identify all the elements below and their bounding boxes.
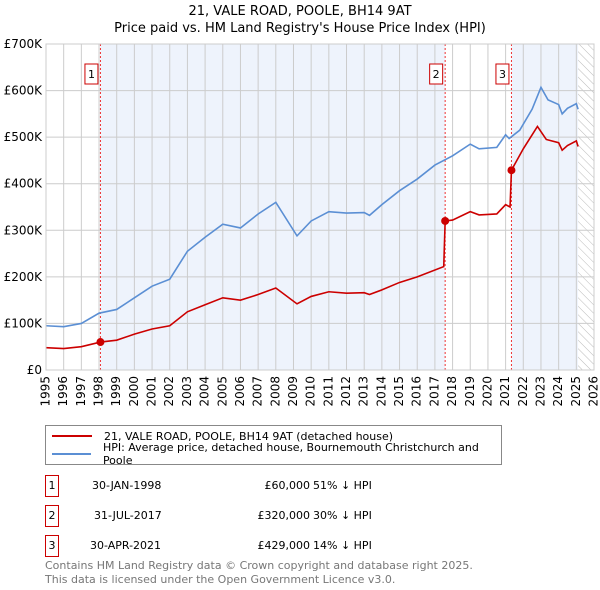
x-tick-label: 2022: [516, 376, 530, 407]
x-tick-label: 2007: [251, 376, 265, 407]
x-tick-label: 1996: [56, 376, 70, 407]
sale-label-box: [84, 63, 99, 85]
x-tick-label: 2014: [374, 376, 388, 407]
x-tick-label: 2026: [587, 376, 600, 407]
sale-marker-number: 2: [45, 505, 59, 527]
chart-subtitle: Price paid vs. HM Land Registry's House …: [114, 21, 486, 36]
sale-date: 30-JAN-1998: [92, 479, 162, 492]
y-tick-label: £600K: [4, 84, 44, 98]
y-tick-label: £500K: [4, 130, 44, 144]
x-tick-label: 2019: [463, 376, 477, 407]
x-tick-label: 2011: [321, 376, 335, 407]
x-tick-label: 2017: [427, 376, 441, 407]
sale-price: £60,000: [264, 479, 311, 492]
sale-price: £429,000: [257, 539, 311, 552]
sale-point: [96, 338, 105, 347]
chart-title: 21, VALE ROAD, POOLE, BH14 9AT: [188, 4, 412, 19]
x-tick-label: 1998: [92, 376, 106, 407]
y-tick-label: £0: [27, 363, 42, 377]
sale-point: [507, 166, 516, 175]
y-tick-label: £300K: [4, 223, 44, 237]
legend-red-line: [52, 435, 92, 437]
sale-row: 3 30-APR-2021 £429,000 14% ↓ HPI: [45, 535, 465, 557]
shaded-period: [100, 44, 446, 370]
y-tick-label: £100K: [4, 316, 44, 330]
sale-label: 1: [88, 68, 95, 81]
sale-label: 2: [433, 68, 440, 81]
x-tick-label: 1999: [109, 376, 123, 407]
shaded-period: [511, 44, 579, 370]
sale-label: 3: [499, 68, 506, 81]
x-tick-label: 2021: [498, 376, 512, 407]
sale-label-box: [429, 63, 444, 85]
x-tick-label: 2005: [215, 376, 229, 407]
x-tick-label: 2015: [392, 376, 406, 407]
x-tick-label: 2006: [233, 376, 247, 407]
sale-date: 30-APR-2021: [90, 539, 162, 552]
x-tick-label: 2013: [357, 376, 371, 407]
footer-line-2: This data is licensed under the Open Gov…: [45, 573, 396, 586]
y-tick-label: £200K: [4, 270, 44, 284]
hpi-line: [45, 85, 579, 328]
sale-point: [441, 216, 450, 225]
sale-label-box: [495, 63, 510, 85]
y-tick-label: £400K: [4, 177, 44, 191]
future-hatch: [578, 44, 594, 370]
property-price-line: [45, 124, 579, 350]
x-tick-label: 2020: [480, 376, 494, 407]
footer-line-1: Contains HM Land Registry data © Crown c…: [45, 559, 473, 572]
legend-blue-line: [52, 453, 91, 455]
sale-marker-number: 3: [45, 535, 59, 557]
x-tick-label: 2024: [551, 376, 565, 407]
legend-label-hpi: HPI: Average price, detached house, Bour…: [102, 441, 479, 467]
sale-hpi: 14% ↓ HPI: [313, 539, 372, 552]
x-tick-label: 2003: [180, 376, 194, 407]
x-tick-label: 2002: [162, 376, 176, 407]
x-tick-label: 2008: [268, 376, 282, 407]
x-tick-label: 2018: [445, 376, 459, 407]
sale-row: 1 30-JAN-1998 £60,000 51% ↓ HPI: [45, 475, 465, 497]
y-tick-label: £700K: [4, 37, 44, 51]
sale-hpi: 30% ↓ HPI: [313, 509, 372, 522]
sale-row: 2 31-JUL-2017 £320,000 30% ↓ HPI: [45, 505, 465, 527]
x-tick-label: 2001: [145, 376, 159, 407]
plot-area: 1995 1996 1997 1998 1999 2000 2001 2002 2003 2004…: [4, 37, 600, 407]
legend-label-property: 21, VALE ROAD, POOLE, BH14 9AT (detached…: [104, 429, 394, 443]
x-tick-label: 2009: [286, 376, 300, 407]
x-tick-label: 2004: [198, 376, 212, 407]
x-tick-label: 2023: [533, 376, 547, 407]
sale-price: £320,000: [257, 509, 311, 522]
sale-marker-number: 1: [45, 475, 59, 497]
sale-hpi: 51% ↓ HPI: [313, 479, 372, 492]
x-tick-label: 2000: [127, 376, 141, 407]
x-tick-label: 1995: [39, 376, 53, 407]
x-tick-label: 2016: [410, 376, 424, 407]
legend: 21, VALE ROAD, POOLE, BH14 9AT (detached…: [45, 425, 502, 467]
x-tick-label: 2012: [339, 376, 353, 407]
x-tick-label: 2025: [569, 376, 583, 407]
x-tick-label: 2010: [304, 376, 318, 407]
x-tick-label: 1997: [74, 376, 88, 407]
sale-date: 31-JUL-2017: [94, 509, 162, 522]
plot-border: [45, 43, 595, 371]
